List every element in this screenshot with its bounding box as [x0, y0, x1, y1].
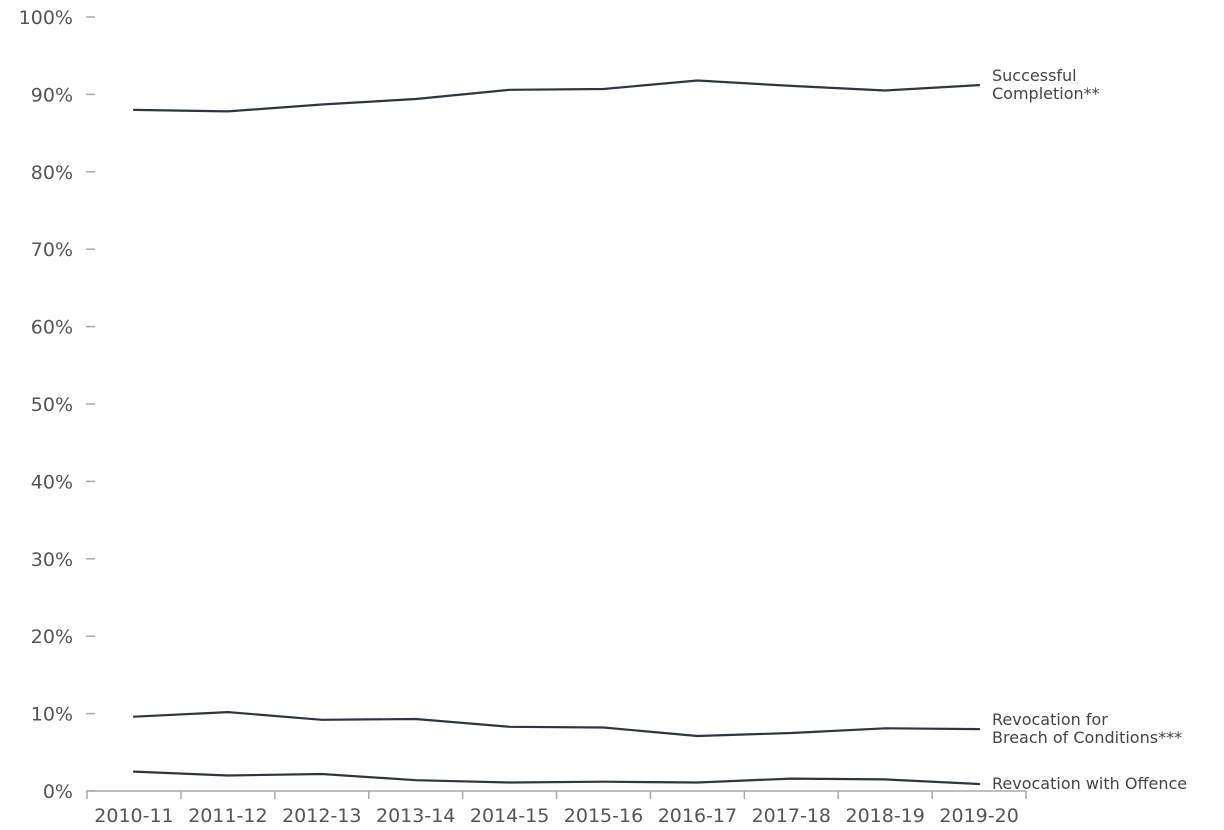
y-tick-label: 50%	[31, 394, 73, 416]
x-axis: 2010-11 2011-12 2012-13 2013-14 2014-15 2015-…	[86, 790, 1027, 827]
data-point	[132, 769, 137, 774]
data-point	[883, 726, 888, 731]
x-tick-label: 2017-18	[752, 805, 831, 827]
y-tick-label: 10%	[31, 704, 73, 726]
data-point	[789, 776, 794, 781]
x-tick-label: 2015-16	[564, 805, 643, 827]
x-tick-label: 2014-15	[470, 805, 549, 827]
series-label: Revocation for	[992, 710, 1108, 729]
data-point	[413, 97, 418, 102]
data-point	[977, 782, 982, 787]
series-line	[132, 770, 981, 786]
data-point	[789, 730, 794, 735]
data-point	[883, 88, 888, 93]
data-point	[507, 724, 512, 729]
data-point	[977, 83, 982, 88]
data-point	[507, 87, 512, 92]
data-point	[883, 777, 888, 782]
x-tick-label: 2012-13	[282, 805, 361, 827]
y-tick-label: 20%	[31, 626, 73, 648]
y-tick-label: 80%	[31, 162, 73, 184]
data-point	[319, 102, 324, 107]
y-tick-label: 70%	[31, 239, 73, 261]
data-point	[789, 83, 794, 88]
data-point	[695, 780, 700, 785]
series-line	[132, 710, 981, 738]
x-tick-label: 2018-19	[846, 805, 925, 827]
series-line	[132, 79, 981, 113]
series-label: Breach of Conditions***	[992, 728, 1182, 747]
data-point	[319, 771, 324, 776]
data-point	[225, 773, 230, 778]
x-tick-label: 2016-17	[658, 805, 737, 827]
data-point	[601, 86, 606, 91]
y-tick-label: 0%	[43, 781, 73, 803]
data-point	[132, 107, 137, 112]
y-tick-label: 30%	[31, 549, 73, 571]
data-point	[507, 780, 512, 785]
data-point	[319, 717, 324, 722]
y-axis: 0% 10% 20% 30% 40% 50% 60% 70% 80% 90% 100%	[19, 7, 95, 803]
x-tick-label: 2019-20	[939, 805, 1018, 827]
series-label: Successful	[992, 66, 1077, 85]
series-label: Completion**	[992, 84, 1100, 103]
data-point	[413, 778, 418, 783]
data-point	[225, 109, 230, 114]
x-tick-label: 2011-12	[188, 805, 267, 827]
data-point	[695, 78, 700, 83]
data-point	[225, 710, 230, 715]
x-tick-label: 2013-14	[376, 805, 455, 827]
y-tick-label: 90%	[31, 84, 73, 106]
data-point	[132, 714, 137, 719]
data-point	[601, 779, 606, 784]
data-point	[695, 734, 700, 739]
data-point	[601, 725, 606, 730]
y-tick-label: 60%	[31, 317, 73, 339]
x-tick-label: 2010-11	[94, 805, 173, 827]
y-tick-label: 100%	[19, 7, 73, 29]
y-tick-label: 40%	[31, 471, 73, 493]
data-point	[977, 727, 982, 732]
data-point	[413, 717, 418, 722]
series-label: Revocation with Offence	[992, 774, 1187, 793]
